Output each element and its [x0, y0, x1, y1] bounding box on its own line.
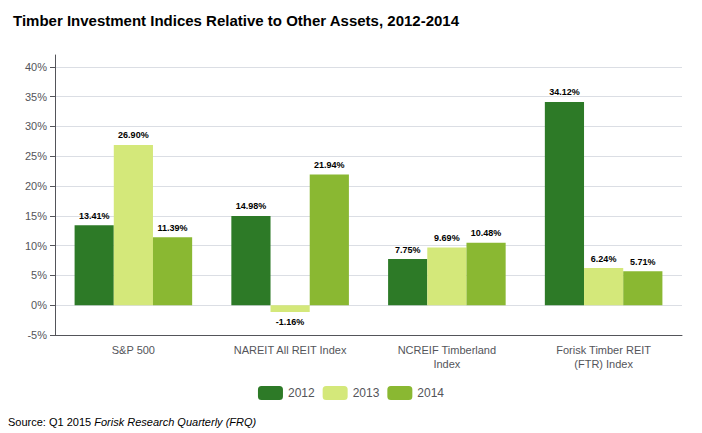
svg-text:7.75%: 7.75%: [395, 245, 421, 255]
svg-text:13.41%: 13.41%: [79, 211, 110, 221]
svg-text:15%: 15%: [25, 210, 47, 222]
svg-text:(FTR) Index: (FTR) Index: [574, 358, 633, 370]
svg-text:NCREIF Timberland: NCREIF Timberland: [398, 344, 496, 356]
svg-text:Source: Q1 2015: Source: Q1 2015: [8, 416, 94, 428]
svg-text:Index: Index: [433, 358, 460, 370]
svg-text:11.39%: 11.39%: [158, 223, 188, 233]
svg-text:S&P 500: S&P 500: [112, 344, 155, 356]
svg-text:2013: 2013: [353, 386, 380, 400]
svg-text:10.48%: 10.48%: [471, 228, 502, 238]
svg-text:10%: 10%: [25, 240, 47, 252]
svg-text:2014: 2014: [417, 386, 444, 400]
svg-text:35%: 35%: [25, 91, 47, 103]
svg-text:6.24%: 6.24%: [591, 254, 617, 264]
svg-text:25%: 25%: [25, 150, 47, 162]
svg-text:30%: 30%: [25, 120, 47, 132]
svg-text:40%: 40%: [25, 61, 47, 73]
svg-text:20%: 20%: [25, 180, 47, 192]
svg-text:Timber Investment Indices Rela: Timber Investment Indices Relative to Ot…: [13, 12, 460, 29]
svg-text:26.90%: 26.90%: [118, 130, 149, 140]
svg-text:Forisk Timber REIT: Forisk Timber REIT: [556, 344, 651, 356]
svg-text:-1.16%: -1.16%: [276, 317, 305, 327]
svg-text:5.71%: 5.71%: [630, 257, 656, 267]
svg-text:34.12%: 34.12%: [549, 87, 580, 97]
svg-text:-5%: -5%: [27, 329, 47, 341]
svg-text:9.69%: 9.69%: [434, 233, 460, 243]
svg-text:14.98%: 14.98%: [236, 201, 267, 211]
svg-text:0%: 0%: [31, 299, 47, 311]
svg-text:21.94%: 21.94%: [314, 160, 345, 170]
svg-text:5%: 5%: [31, 269, 47, 281]
svg-text:2012: 2012: [288, 386, 315, 400]
svg-text:Forisk Research Quarterly (FRQ: Forisk Research Quarterly (FRQ): [94, 416, 256, 428]
svg-text:NAREIT All REIT Index: NAREIT All REIT Index: [234, 344, 347, 356]
